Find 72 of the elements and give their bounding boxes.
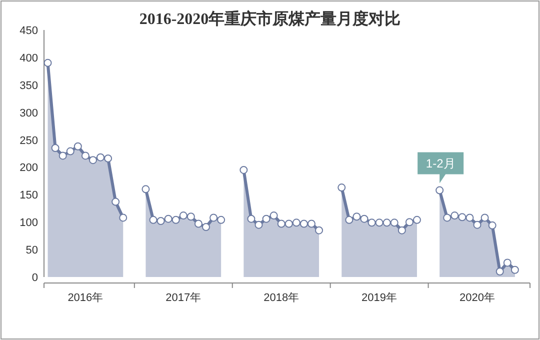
point: [368, 218, 376, 227]
point: [496, 268, 504, 276]
point: [345, 216, 354, 224]
point: [112, 198, 120, 206]
point: [398, 226, 406, 234]
point: [277, 220, 286, 228]
point: [164, 214, 172, 223]
point: [172, 216, 180, 224]
point: [466, 214, 474, 222]
point: [352, 212, 361, 221]
chart-title: 2016-2020年重庆市原煤产量月度对比: [139, 9, 401, 28]
point: [58, 152, 67, 160]
y-tick-label: 450: [20, 25, 38, 37]
point: [473, 220, 482, 229]
point: [254, 220, 263, 229]
point: [66, 147, 74, 156]
y-tick-label: 200: [20, 162, 38, 174]
x-tick-label: 2019年: [362, 292, 398, 304]
point: [338, 184, 346, 192]
point: [156, 217, 165, 226]
point: [443, 214, 452, 222]
point: [510, 266, 519, 274]
point: [74, 142, 82, 150]
point: [142, 185, 150, 194]
point: [405, 218, 414, 226]
y-tick-label: 300: [20, 107, 38, 120]
point: [104, 154, 112, 162]
y-tick-label: 400: [20, 52, 38, 64]
point: [81, 152, 90, 160]
y-tick-label: 100: [20, 217, 38, 230]
point: [44, 58, 52, 67]
point: [307, 220, 316, 228]
y-tick-label: 50: [26, 244, 38, 257]
x-tick-label: 2016年: [68, 292, 104, 304]
point: [300, 220, 308, 228]
point: [436, 186, 444, 194]
point: [96, 153, 105, 162]
point: [390, 218, 398, 227]
point: [149, 216, 158, 224]
x-tick-label: 2018年: [264, 292, 300, 304]
point: [202, 223, 210, 232]
point: [480, 214, 489, 222]
y-tick-label: 350: [20, 80, 38, 92]
point: [412, 216, 421, 224]
point: [315, 226, 324, 234]
point: [217, 216, 226, 224]
point: [88, 156, 97, 164]
x-tick-label: 2017年: [166, 292, 202, 304]
point: [119, 214, 128, 222]
point: [375, 218, 384, 227]
point: [51, 144, 60, 152]
x-tick-label: 2020年: [460, 292, 495, 304]
point: [458, 213, 466, 222]
annotation: 1-2月: [426, 156, 456, 170]
point: [292, 218, 300, 227]
point: [450, 212, 459, 220]
point: [488, 221, 496, 230]
point: [262, 214, 270, 223]
point: [360, 214, 368, 223]
y-tick-label: 250: [20, 134, 38, 147]
point: [270, 212, 278, 220]
point: [284, 220, 293, 228]
point: [179, 212, 188, 220]
y-tick-label: 150: [20, 190, 38, 202]
point: [186, 212, 195, 221]
point: [503, 258, 512, 267]
y-tick-label: 0: [32, 272, 38, 284]
point: [382, 218, 391, 227]
point: [247, 214, 256, 223]
point: [210, 214, 218, 222]
point: [194, 220, 202, 228]
point: [240, 166, 248, 174]
